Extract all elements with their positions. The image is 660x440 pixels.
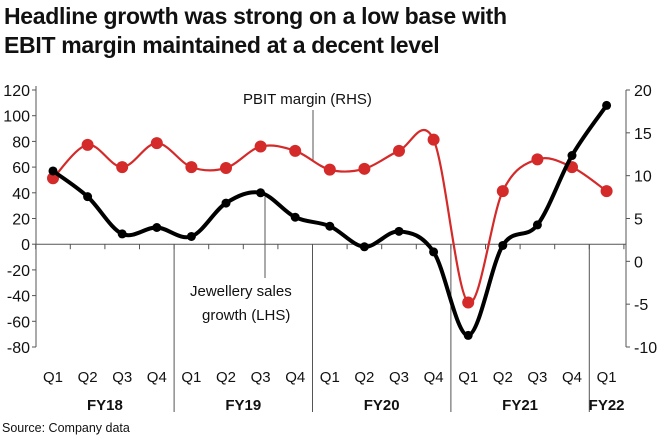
x-tick-label: Q4 <box>424 369 444 386</box>
pbit-margin-point <box>531 153 544 166</box>
pbit-margin-line <box>52 129 608 304</box>
sales-growth-point <box>325 221 335 231</box>
sales-growth-point <box>117 229 127 239</box>
x-tick-label: Q1 <box>458 369 478 386</box>
title-line-1: Headline growth was strong on a low base… <box>4 3 507 29</box>
sales-growth-point <box>532 220 542 230</box>
source-note: Source: Company data <box>2 421 130 435</box>
sales-growth-point <box>83 192 93 202</box>
x-tick-label: Q3 <box>251 369 271 386</box>
left-tick-label: 120 <box>3 83 30 100</box>
sales-growth-point <box>602 100 612 110</box>
left-tick-label: -60 <box>7 314 30 331</box>
title-line-2: EBIT margin maintained at a decent level <box>4 32 440 58</box>
right-tick-label: 10 <box>634 169 652 186</box>
pbit-margin-point <box>220 161 232 174</box>
left-tick-label: -80 <box>7 340 30 357</box>
sales-growth-point <box>498 240 508 250</box>
x-tick-label: Q1 <box>320 369 340 386</box>
pbit-margin-point <box>323 163 336 176</box>
group-label: FY19 <box>225 397 261 414</box>
pbit-margin-point <box>393 144 405 157</box>
pbit-margin-point <box>358 162 371 175</box>
pbit-margin-point <box>496 185 509 198</box>
pbit-margin-point <box>462 296 475 309</box>
x-tick-label: Q1 <box>597 369 617 386</box>
pbit-margin-point <box>254 140 267 153</box>
right-tick-label: 20 <box>634 83 652 100</box>
right-tick-label: 15 <box>634 126 652 143</box>
right-tick-label: 5 <box>634 212 643 229</box>
x-tick-label: Q4 <box>285 369 305 386</box>
sales-growth-point <box>429 247 439 257</box>
group-label: FY20 <box>364 397 400 414</box>
sales-growth-point <box>394 226 404 236</box>
pbit-margin-point <box>150 137 163 150</box>
sales-growth-line <box>51 104 609 338</box>
sales-growth-point <box>463 330 473 340</box>
pbit-margin-point <box>81 138 94 151</box>
sales-growth-point <box>152 222 162 232</box>
left-tick-label: -20 <box>7 263 30 280</box>
x-tick-label: Q2 <box>493 369 513 386</box>
left-tick-label: 40 <box>12 186 30 203</box>
sales-growth-point <box>221 198 231 208</box>
x-tick-label: Q1 <box>43 369 63 386</box>
x-tick-label: Q1 <box>181 369 201 386</box>
left-tick-label: 80 <box>12 134 30 151</box>
x-tick-label: Q2 <box>78 369 98 386</box>
right-tick-label: -10 <box>634 340 657 357</box>
pbit-margin-point <box>116 161 129 174</box>
pbit-margin-point <box>185 161 198 174</box>
x-tick-label: Q2 <box>216 369 236 386</box>
x-tick-label: Q4 <box>562 369 582 386</box>
pbit-margin-point <box>289 144 302 157</box>
x-tick-label: Q2 <box>354 369 374 386</box>
sales-growth-point <box>48 166 58 176</box>
pbit-label: PBIT margin (RHS) <box>243 91 372 108</box>
left-tick-label: -40 <box>7 289 30 306</box>
sales-label-2: growth (LHS) <box>202 307 290 324</box>
left-tick-label: 100 <box>3 109 30 126</box>
group-label: FY22 <box>589 397 625 414</box>
left-tick-label: 20 <box>12 212 30 229</box>
left-tick-label: 0 <box>21 237 30 254</box>
sales-growth-point <box>359 242 369 252</box>
sales-growth-point <box>290 212 300 222</box>
group-label: FY18 <box>87 397 123 414</box>
x-tick-label: Q4 <box>147 369 167 386</box>
pbit-margin-point <box>427 133 440 146</box>
sales-growth-point <box>186 231 196 241</box>
x-tick-label: Q3 <box>112 369 132 386</box>
sales-growth-point <box>567 151 577 161</box>
right-tick-label: -5 <box>634 297 648 314</box>
left-tick-label: 60 <box>12 160 30 177</box>
group-label: FY21 <box>502 397 538 414</box>
sales-growth-point <box>256 188 266 198</box>
sales-label-1: Jewellery sales <box>190 283 292 300</box>
chart-title: Headline growth was strong on a low base… <box>4 2 507 60</box>
pbit-margin-point <box>600 185 613 198</box>
x-tick-label: Q3 <box>527 369 547 386</box>
right-tick-label: 0 <box>634 254 643 271</box>
x-tick-label: Q3 <box>389 369 409 386</box>
